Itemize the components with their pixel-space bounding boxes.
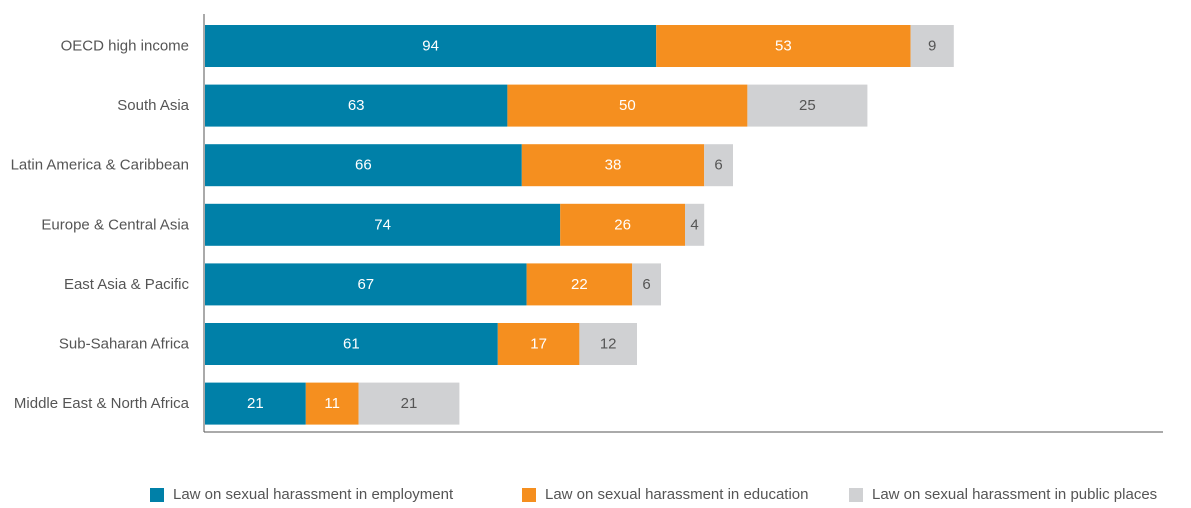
bar-segment-employment: [205, 263, 527, 306]
data-label-employment: 74: [374, 216, 391, 233]
legend: Law on sexual harassment in employment L…: [150, 486, 1191, 508]
legend-swatch-education: [522, 487, 536, 502]
data-label-employment: 61: [343, 336, 360, 353]
bar-segment-public-places: [910, 25, 954, 67]
legend-label-employment: Law on sexual harassment in employment: [173, 486, 454, 503]
legend-label-public-places: Law on sexual harassment in public place…: [872, 486, 1158, 503]
category-label: South Asia: [117, 97, 189, 114]
category-label: Latin America & Caribbean: [11, 157, 189, 174]
bar-segment-education: [507, 84, 748, 127]
data-label-public-places: 25: [799, 97, 816, 114]
bar-segment-employment: [205, 84, 508, 127]
data-label-public-places: 21: [401, 395, 418, 412]
bar-segment-public-places: [579, 323, 637, 365]
bar-segment-employment: [205, 25, 657, 67]
category-label: OECD high income: [61, 38, 189, 55]
legend-item-employment: Law on sexual harassment in employment: [150, 486, 453, 503]
data-label-public-places: 6: [714, 157, 722, 174]
data-label-education: 53: [775, 38, 792, 55]
bar-segment-public-places: [632, 263, 661, 306]
stacked-bar-chart: 94 53 9 63 50 25 66 38 6 74 26 4 67 22 6 61 17 12 21 11 21 O…: [11, 14, 1163, 433]
data-label-public-places: 9: [928, 38, 936, 55]
bar-segment-employment: [205, 144, 522, 187]
bar-segment-public-places: [685, 203, 705, 246]
legend-swatch-employment: [150, 487, 164, 502]
bar-segment-education: [497, 323, 580, 365]
legend-swatch-public-places: [849, 487, 863, 502]
data-label-employment: 21: [247, 395, 264, 412]
data-label-public-places: 4: [690, 216, 698, 233]
data-label-education: 22: [571, 276, 588, 293]
bar-segment-employment: [205, 203, 561, 246]
data-label-education: 11: [324, 395, 340, 412]
category-label: Sub-Saharan Africa: [59, 336, 190, 353]
bar-segment-public-places: [704, 144, 733, 187]
bar-segment-employment: [205, 382, 306, 425]
data-label-employment: 63: [348, 97, 365, 114]
legend-item-education: Law on sexual harassment in education: [522, 486, 809, 503]
data-label-employment: 94: [422, 38, 439, 55]
bar-segment-education: [526, 263, 633, 306]
data-label-employment: 67: [357, 276, 374, 293]
data-label-public-places: 6: [642, 276, 650, 293]
category-label: Europe & Central Asia: [41, 216, 189, 233]
bar-segment-education: [560, 203, 685, 246]
bar-segment-employment: [205, 323, 498, 365]
bar-segment-education: [521, 144, 705, 187]
bar-segment-public-places: [747, 84, 868, 127]
data-label-education: 50: [619, 97, 636, 114]
data-label-public-places: 12: [600, 336, 617, 353]
legend-item-public-places: Law on sexual harassment in public place…: [849, 486, 1157, 503]
category-labels: OECD high income South Asia Latin America …: [11, 38, 190, 413]
bar-segment-education: [656, 25, 911, 67]
bar-segment-public-places: [358, 382, 460, 425]
bar-segment-education: [305, 382, 359, 425]
data-label-education: 38: [605, 157, 622, 174]
data-label-education: 17: [530, 336, 547, 353]
data-label-employment: 66: [355, 157, 372, 174]
category-label: Middle East & North Africa: [14, 395, 190, 412]
legend-label-education: Law on sexual harassment in education: [545, 486, 809, 503]
data-label-education: 26: [614, 216, 631, 233]
category-label: East Asia & Pacific: [64, 276, 190, 293]
bars-layer: 94 53 9 63 50 25 66 38 6 74 26 4 67 22 6 61 17 12 21 11 21: [205, 25, 954, 425]
